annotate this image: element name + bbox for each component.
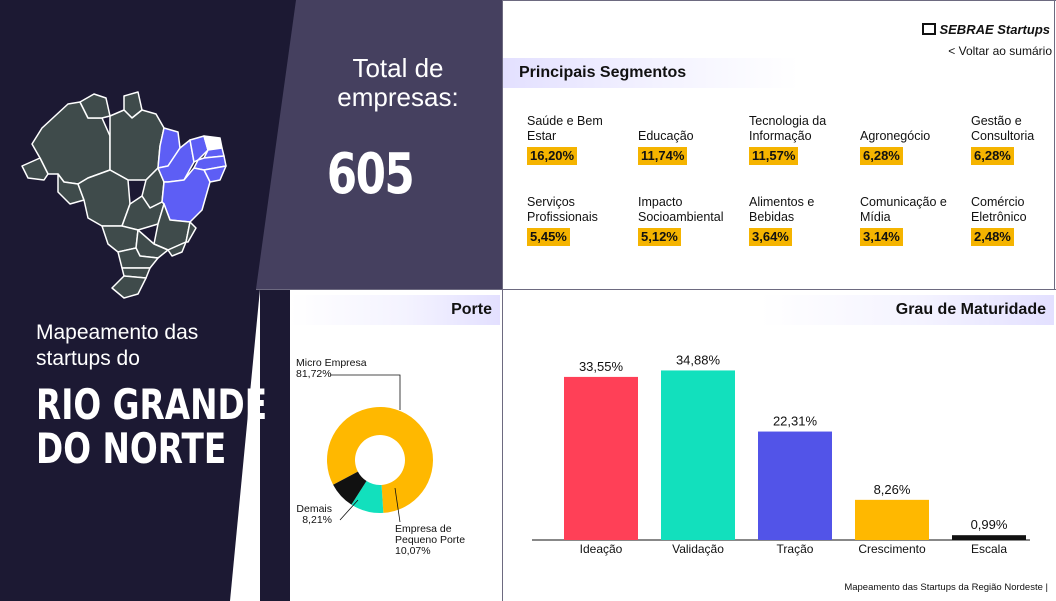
state-acre bbox=[21, 157, 49, 181]
title-line-1: Mapeamento das bbox=[36, 321, 199, 344]
segment-value-badge: 11,74% bbox=[638, 147, 688, 165]
bar-category-label: Validação bbox=[672, 542, 724, 556]
bar-category-label: Escala bbox=[971, 542, 1007, 556]
state-rio-grande-do-sul bbox=[111, 275, 147, 299]
segment-value-badge: 6,28% bbox=[971, 147, 1014, 165]
segment-label: Comércio bbox=[971, 195, 1025, 209]
label-demais: Demais 8,21% bbox=[296, 503, 332, 526]
segment-label: Impacto bbox=[638, 195, 683, 209]
segment-label bbox=[860, 114, 970, 129]
segment-item: Gestão e Consultoria 6,28% bbox=[971, 114, 1056, 165]
maturity-header: Grau de Maturidade bbox=[760, 295, 1054, 325]
segment-label: Consultoria bbox=[971, 129, 1035, 143]
segment-item: Comércio Eletrônico 2,48% bbox=[971, 195, 1056, 246]
label-pequeno-porte: Empresa de Pequeno Porte 10,07% bbox=[395, 523, 466, 557]
bar-3 bbox=[855, 499, 929, 540]
brazil-map bbox=[21, 91, 227, 299]
segment-item: Agronegócio 6,28% bbox=[860, 114, 970, 165]
segment-label: Bebidas bbox=[749, 210, 795, 224]
state-rio-de-janeiro bbox=[167, 241, 187, 257]
bar-4 bbox=[952, 535, 1026, 540]
donut-leader-line bbox=[394, 487, 401, 523]
segment-label: Serviços bbox=[527, 195, 575, 209]
segment-label: Agronegócio bbox=[860, 129, 931, 143]
bar-value-label: 33,55% bbox=[579, 359, 624, 374]
segment-item: Alimentos e Bebidas 3,64% bbox=[749, 195, 859, 246]
porte-header: Porte bbox=[290, 295, 500, 325]
donut-slice-2 bbox=[333, 471, 367, 505]
segment-label: Alimentos e bbox=[749, 195, 815, 209]
segment-label: Tecnologia da bbox=[749, 114, 827, 128]
segment-value-badge: 11,57% bbox=[749, 147, 799, 165]
segment-item: Impacto Socioambiental 5,12% bbox=[638, 195, 748, 246]
bar-category-label: Crescimento bbox=[858, 542, 926, 556]
segment-label: Eletrônico bbox=[971, 210, 1027, 224]
segment-value-badge: 16,20% bbox=[527, 147, 578, 165]
segment-item: Tecnologia da Informação 11,57% bbox=[749, 114, 859, 165]
back-to-summary-link[interactable]: < Voltar ao sumário bbox=[948, 44, 1052, 58]
logo-icon bbox=[922, 23, 937, 35]
state-ceara bbox=[189, 135, 209, 163]
segment-value-badge: 2,48% bbox=[971, 228, 1014, 246]
bar-0 bbox=[564, 376, 638, 540]
segment-label: Gestão e bbox=[971, 114, 1022, 128]
title-line-2: startups do bbox=[36, 347, 140, 370]
bar-value-label: 34,88% bbox=[676, 352, 721, 367]
segment-label: Educação bbox=[638, 129, 694, 143]
bar-category-label: Tração bbox=[777, 542, 814, 556]
segment-label: Mídia bbox=[860, 210, 891, 224]
total-label-line-2: empresas: bbox=[337, 82, 459, 112]
label-micro-empresa: Micro Empresa 81,72% bbox=[296, 357, 367, 380]
sebrae-startups-logo: SEBRAE Startups bbox=[922, 22, 1050, 37]
right-border bbox=[1054, 0, 1055, 290]
segment-label: Informação bbox=[749, 129, 812, 143]
segment-label: Comunicação e bbox=[860, 195, 947, 209]
horizontal-divider bbox=[256, 289, 1056, 290]
vertical-divider bbox=[502, 0, 503, 601]
segment-label: Socioambiental bbox=[638, 210, 724, 224]
bar-value-label: 22,31% bbox=[773, 414, 818, 429]
porte-donut-chart bbox=[327, 374, 433, 523]
bar-1 bbox=[661, 370, 735, 540]
segment-label: Profissionais bbox=[527, 210, 598, 224]
total-label-line-1: Total de bbox=[352, 53, 444, 83]
state-espirito-santo bbox=[185, 221, 197, 243]
donut-slice-0 bbox=[327, 407, 433, 513]
donut-leader-line bbox=[330, 374, 401, 410]
state-title-line-1: RIO GRANDE bbox=[36, 380, 268, 429]
segment-label bbox=[638, 114, 748, 129]
state-title-line-2: DO NORTE bbox=[36, 424, 227, 473]
segment-value-badge: 5,12% bbox=[638, 228, 681, 246]
panel-slant-decoration bbox=[230, 289, 260, 601]
bar-2 bbox=[758, 431, 832, 540]
segment-item: Saúde e Bem Estar 16,20% bbox=[527, 114, 637, 165]
segment-item: Serviços Profissionais 5,45% bbox=[527, 195, 637, 246]
segment-value-badge: 3,14% bbox=[860, 228, 903, 246]
segments-header: Principais Segmentos bbox=[503, 58, 799, 88]
donut-slice-1 bbox=[351, 481, 384, 513]
bar-category-label: Ideação bbox=[580, 542, 623, 556]
bar-value-label: 8,26% bbox=[874, 482, 911, 497]
segment-value-badge: 6,28% bbox=[860, 147, 903, 165]
bar-value-label: 0,99% bbox=[971, 517, 1008, 532]
segment-label: Saúde e Bem bbox=[527, 114, 603, 128]
footer-text: Mapeamento das Startups da Região Nordes… bbox=[844, 582, 1048, 593]
top-border bbox=[502, 0, 1056, 1]
segment-value-badge: 3,64% bbox=[749, 228, 792, 246]
donut-leader-line bbox=[339, 499, 359, 521]
segment-value-badge: 5,45% bbox=[527, 228, 570, 246]
total-companies-value: 605 bbox=[326, 142, 415, 207]
segment-label: Estar bbox=[527, 129, 557, 143]
segment-item: Educação 11,74% bbox=[638, 114, 748, 165]
segment-item: Comunicação e Mídia 3,14% bbox=[860, 195, 970, 246]
total-panel-slant bbox=[256, 0, 296, 289]
maturity-bar-chart: 33,55% Ideação 34,88% Validação 22,31% Tração… bbox=[532, 352, 1030, 556]
total-companies-panel bbox=[256, 0, 502, 289]
